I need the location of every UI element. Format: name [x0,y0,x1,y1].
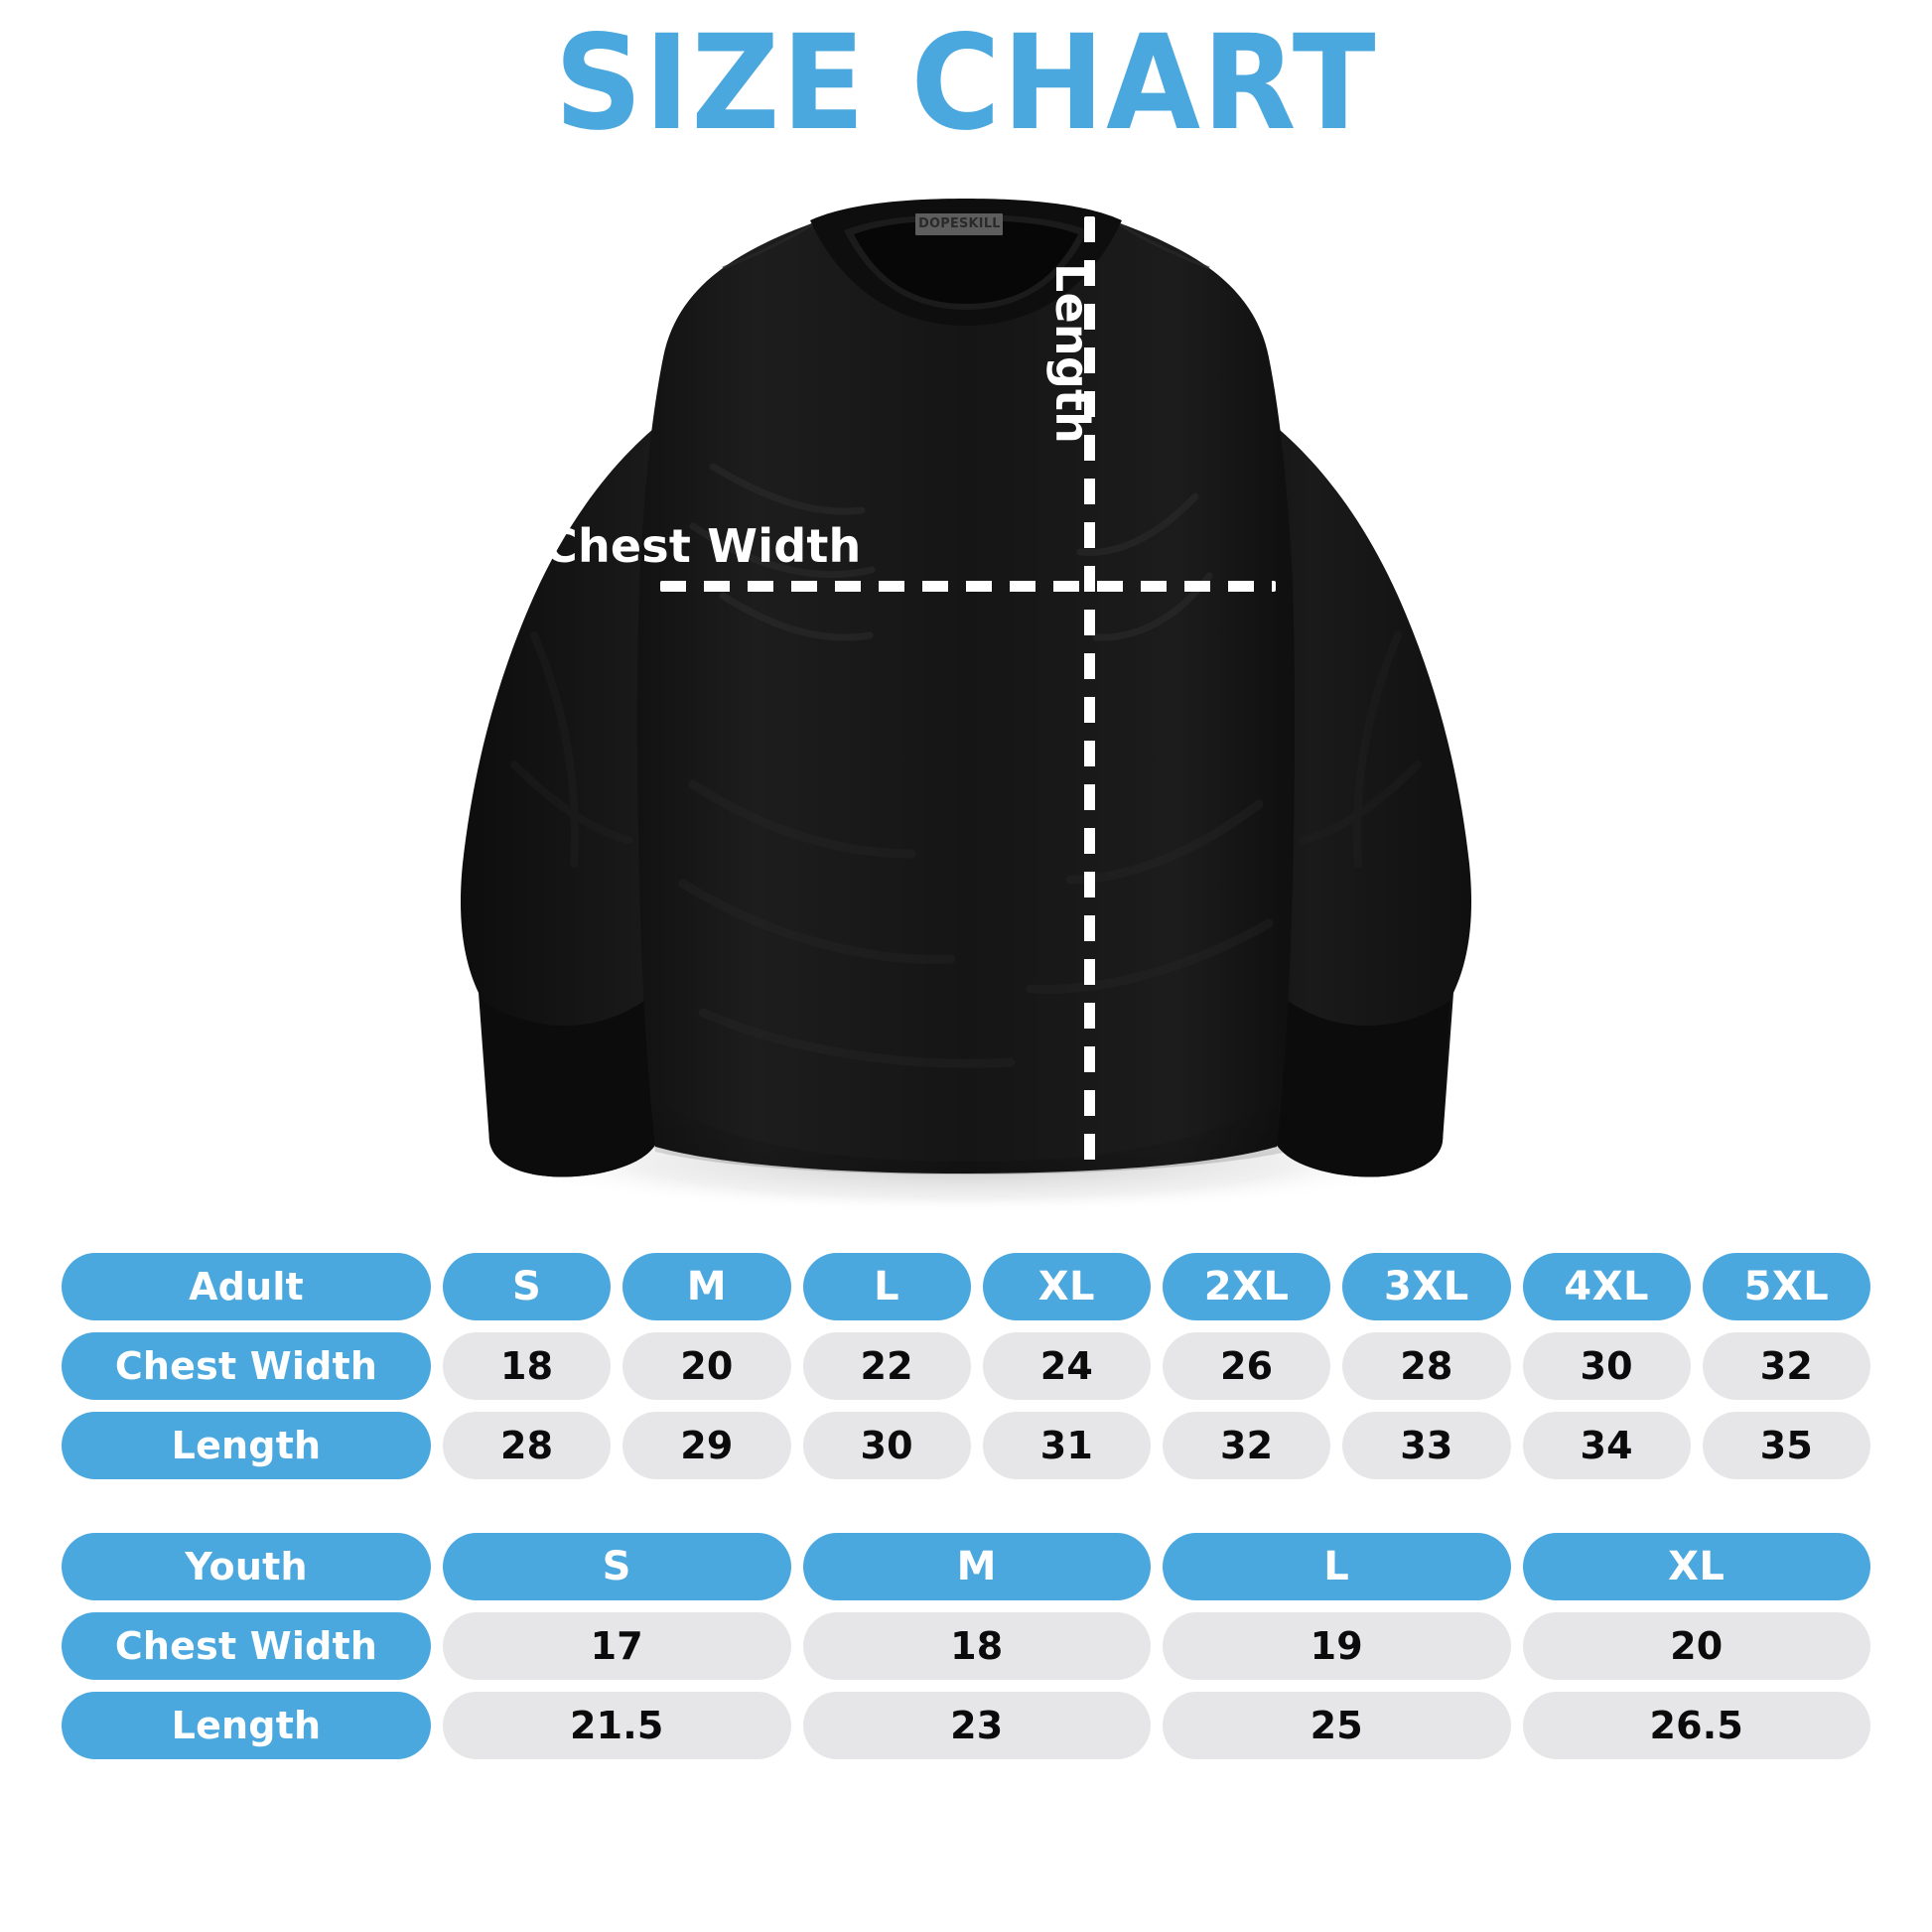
adult-length-m: 29 [622,1412,791,1479]
tshirt-graphic [460,199,1472,1213]
adult-size-s[interactable]: S [443,1253,612,1320]
adult-size-m[interactable]: M [622,1253,791,1320]
adult-chest-width-s: 18 [443,1332,612,1400]
youth-size-xl[interactable]: XL [1522,1533,1870,1600]
garment-illustration: DOPESKILL Chest Width Length [0,169,1932,1216]
brand-name: DOPESKILL [917,215,1001,232]
adult-chest-width-xl: 24 [982,1332,1151,1400]
length-dashed-line [1084,216,1095,1168]
chest-width-dashed-line [660,581,1276,592]
size-tables: Adult S M L XL 2XL 3XL 4XL 5XL Chest Wid… [0,1253,1932,1759]
table-row: Chest Width 17 18 19 20 [62,1612,1870,1680]
table-row: Length 28 29 30 31 32 33 34 35 [62,1412,1870,1479]
table-header-row: Adult S M L XL 2XL 3XL 4XL 5XL [62,1253,1870,1320]
youth-chest-width-l: 19 [1163,1612,1511,1680]
youth-size-m[interactable]: M [802,1533,1151,1600]
table-row: Length 21.5 23 25 26.5 [62,1692,1870,1759]
youth-length-xl: 26.5 [1522,1692,1870,1759]
youth-length-label: Length [62,1692,431,1759]
adult-length-5xl: 35 [1702,1412,1870,1479]
youth-size-s[interactable]: S [443,1533,791,1600]
adult-size-l[interactable]: L [802,1253,971,1320]
adult-length-4xl: 34 [1522,1412,1691,1479]
table-row: Chest Width 18 20 22 24 26 28 30 32 [62,1332,1870,1400]
adult-size-2xl[interactable]: 2XL [1163,1253,1331,1320]
adult-length-s: 28 [443,1412,612,1479]
youth-chest-width-s: 17 [443,1612,791,1680]
adult-length-3xl: 33 [1342,1412,1511,1479]
youth-header-label: Youth [62,1533,431,1600]
adult-chest-width-2xl: 26 [1163,1332,1331,1400]
adult-length-label: Length [62,1412,431,1479]
adult-size-table: Adult S M L XL 2XL 3XL 4XL 5XL Chest Wid… [0,1253,1932,1479]
adult-chest-width-m: 20 [622,1332,791,1400]
youth-length-m: 23 [802,1692,1151,1759]
page-title: SIZE CHART [554,7,1378,160]
adult-header-label: Adult [62,1253,431,1320]
brand-neck-tag: DOPESKILL [915,213,1003,235]
adult-size-3xl[interactable]: 3XL [1342,1253,1511,1320]
youth-chest-width-label: Chest Width [62,1612,431,1680]
adult-size-4xl[interactable]: 4XL [1522,1253,1691,1320]
youth-chest-width-m: 18 [802,1612,1151,1680]
adult-chest-width-3xl: 28 [1342,1332,1511,1400]
youth-size-l[interactable]: L [1163,1533,1511,1600]
adult-size-xl[interactable]: XL [982,1253,1151,1320]
adult-length-2xl: 32 [1163,1412,1331,1479]
adult-chest-width-5xl: 32 [1702,1332,1870,1400]
youth-length-l: 25 [1163,1692,1511,1759]
length-label: Length [1045,263,1099,445]
adult-chest-width-4xl: 30 [1522,1332,1691,1400]
chest-width-label: Chest Width [544,519,862,573]
adult-chest-width-label: Chest Width [62,1332,431,1400]
adult-size-5xl[interactable]: 5XL [1702,1253,1870,1320]
youth-chest-width-xl: 20 [1522,1612,1870,1680]
adult-length-xl: 31 [982,1412,1151,1479]
adult-chest-width-l: 22 [802,1332,971,1400]
table-header-row: Youth S M L XL [62,1533,1870,1600]
youth-size-table: Youth S M L XL Chest Width 17 18 19 20 L… [0,1533,1932,1759]
youth-length-s: 21.5 [443,1692,791,1759]
adult-length-l: 30 [802,1412,971,1479]
